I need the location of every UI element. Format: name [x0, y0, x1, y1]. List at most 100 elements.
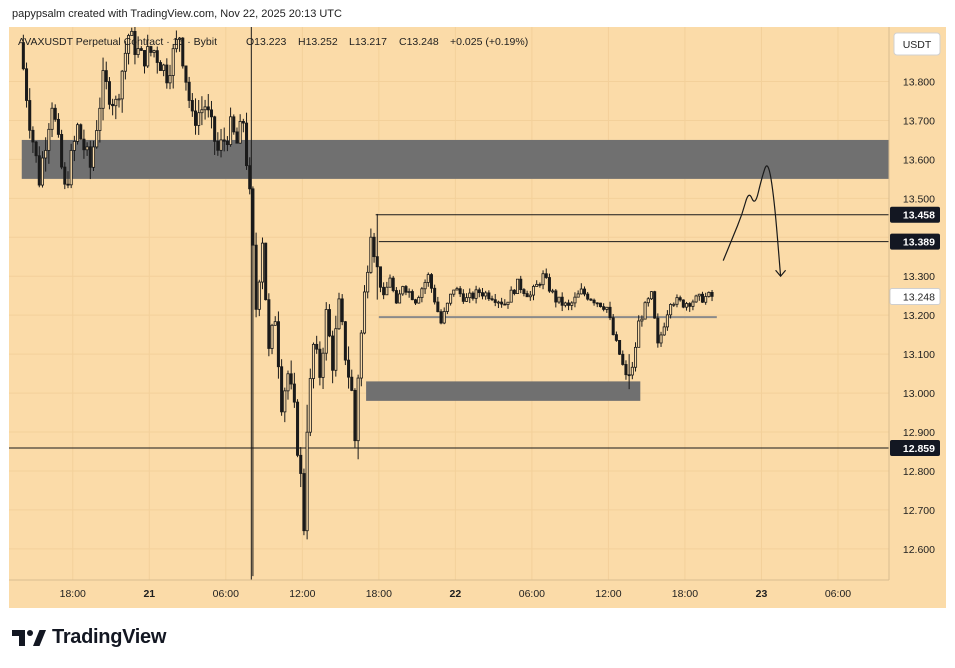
candle-body [586, 293, 590, 300]
projection-path [722, 165, 782, 277]
candle-body [222, 139, 226, 142]
candle [334, 315, 338, 377]
candle [458, 286, 462, 298]
currency-button[interactable]: USDT [893, 32, 941, 56]
candle-body [685, 303, 689, 308]
candle [168, 64, 172, 90]
candle [439, 309, 443, 325]
candle-body [216, 140, 220, 151]
candle [547, 273, 551, 293]
candle [525, 290, 529, 298]
candle [445, 302, 449, 315]
candle [72, 135, 76, 162]
candle-body [531, 286, 536, 296]
candle-body [388, 277, 392, 288]
price-chart[interactable]: AVAXUSDT Perpetual Contract · 15 · Bybit… [9, 21, 946, 608]
candle [688, 302, 692, 312]
candle [318, 341, 322, 386]
candle-body [257, 281, 261, 310]
candle [174, 30, 178, 53]
candle [512, 289, 516, 296]
candle [184, 65, 188, 91]
candle [608, 301, 612, 321]
candle-body [327, 309, 331, 337]
supply-demand-zone [21, 139, 890, 179]
candle-body [117, 98, 121, 101]
tradingview-logo-icon [12, 629, 46, 646]
legend-symbol[interactable]: AVAXUSDT Perpetual Contract · 15 · Bybit [18, 36, 217, 48]
time-tick-label: 22 [450, 588, 462, 600]
candle-body [439, 311, 443, 324]
candle [449, 293, 453, 306]
candle-body [232, 116, 236, 133]
candle-body [296, 401, 300, 456]
candle [21, 34, 25, 71]
candle-body [700, 293, 704, 303]
candle [222, 127, 226, 152]
candle [50, 102, 54, 138]
candle-body [206, 106, 210, 111]
time-axis-background[interactable] [9, 580, 889, 608]
candle [235, 127, 239, 144]
candle [551, 288, 555, 294]
candle [350, 369, 354, 392]
candle-body [21, 42, 25, 70]
candle-body [63, 166, 67, 185]
candle [88, 140, 92, 180]
candle-body [149, 46, 153, 53]
candle-body [375, 256, 379, 268]
price-level-badge: 13.458 [890, 206, 940, 223]
candle [286, 370, 290, 400]
candle-body [417, 297, 421, 304]
candle-body [414, 299, 418, 304]
candle-body [331, 335, 335, 371]
chart-container[interactable]: AVAXUSDT Perpetual Contract · 15 · Bybit… [9, 21, 946, 608]
candle-body [200, 109, 204, 114]
candle [315, 335, 319, 354]
candle-body [436, 301, 440, 313]
candle [213, 115, 217, 155]
candle-body [337, 298, 341, 330]
candle [503, 299, 507, 306]
price-axis-background[interactable] [889, 27, 946, 608]
candle [40, 151, 44, 188]
candle-body [101, 70, 105, 109]
candle [659, 331, 663, 347]
candle [190, 93, 194, 117]
candle [544, 268, 548, 279]
candle [200, 96, 204, 126]
candle [404, 285, 408, 296]
candle-body [621, 353, 625, 365]
candle-body [120, 70, 124, 100]
projection-arrow-head-icon [775, 269, 787, 278]
candle-body [79, 124, 83, 140]
candle [662, 322, 666, 336]
legend-low: L13.217 [349, 36, 387, 48]
candle-body [315, 343, 319, 350]
candle [372, 232, 376, 263]
candle-body [669, 304, 673, 316]
candle-body [694, 295, 698, 303]
candle [567, 299, 571, 311]
candle [158, 60, 162, 71]
candle-body [551, 290, 555, 293]
candle [685, 301, 689, 311]
candle-body [187, 81, 191, 101]
candle [69, 143, 73, 189]
candle [362, 285, 367, 335]
candle-body [449, 293, 453, 304]
candle [337, 292, 341, 330]
candle-body [423, 282, 427, 290]
price-level-badge-text: 12.859 [903, 443, 935, 455]
candle [675, 294, 679, 308]
tradingview-branding[interactable]: TradingView [12, 626, 166, 649]
candle-body [280, 366, 284, 413]
candle-body [56, 118, 60, 135]
candle [398, 289, 402, 304]
candle-body [471, 292, 475, 299]
candle [257, 279, 261, 317]
candle [643, 301, 647, 320]
candle [63, 162, 67, 190]
legend-change: +0.025 (+0.19%) [450, 36, 528, 48]
candle [302, 468, 306, 536]
